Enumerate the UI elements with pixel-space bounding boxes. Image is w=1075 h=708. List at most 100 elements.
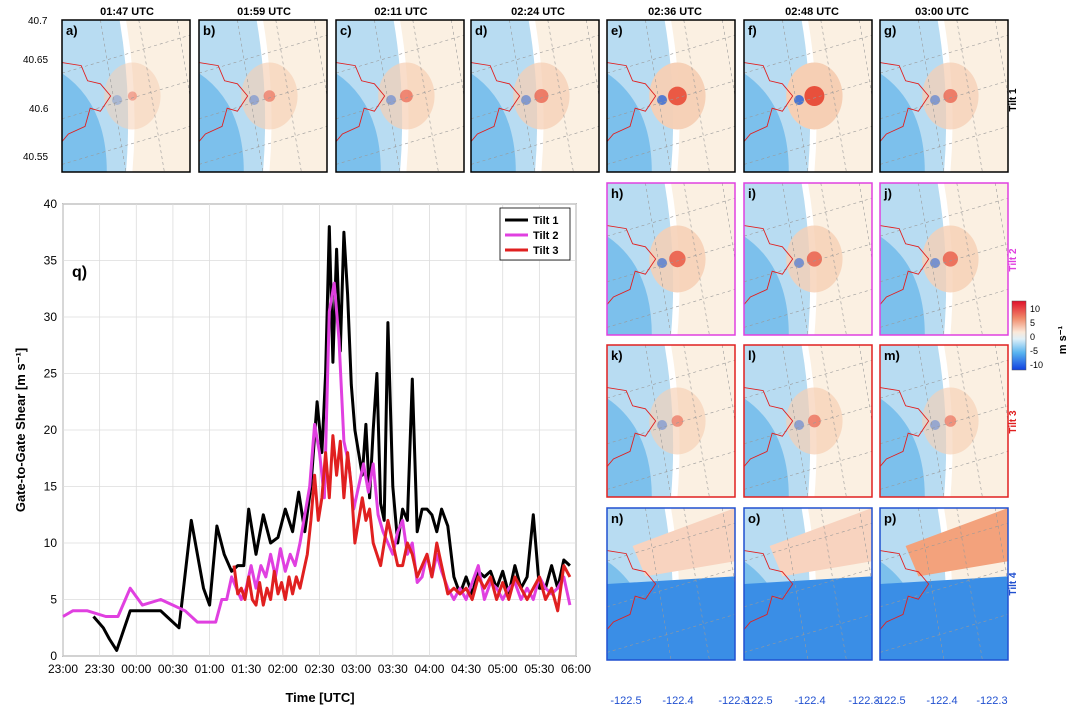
x-tick-label: 06:00 — [561, 662, 591, 676]
lon-tick: -122.5 — [741, 695, 772, 707]
radar-map-panel: n) — [606, 507, 736, 661]
panel-border — [879, 182, 1009, 336]
panel-border — [470, 19, 600, 173]
lat-tick: 40.7 — [28, 16, 48, 27]
y-tick-label: 25 — [44, 367, 58, 381]
x-tick-label: 23:00 — [48, 662, 78, 676]
x-tick-label: 04:30 — [451, 662, 481, 676]
radar-map-panel: f) — [743, 19, 873, 173]
panel-letter: n) — [611, 511, 623, 526]
shear-line-chart: 0 5 10 15 20 25 30 35 40 23:00 23:30 00:00 00:30 01:… — [13, 197, 591, 705]
panel-border — [606, 19, 736, 173]
legend-label: Tilt 2 — [533, 230, 558, 242]
tilt-2-label: Tilt 2 — [1008, 248, 1019, 272]
panel-letter: f) — [748, 23, 757, 38]
x-tick-label: 04:00 — [414, 662, 444, 676]
radar-map-panel: a) — [61, 19, 191, 173]
colorbar-tick: -10 — [1030, 360, 1043, 370]
panel-letter: a) — [66, 23, 78, 38]
lat-tick: 40.6 — [29, 104, 49, 115]
panel-border — [879, 344, 1009, 498]
tilt-4-label: Tilt 4 — [1008, 572, 1019, 596]
y-tick-label: 15 — [44, 480, 58, 494]
colorbar-tick: 5 — [1030, 318, 1035, 328]
lon-tick: -122.3 — [848, 695, 879, 707]
panel-border — [198, 19, 328, 173]
y-tick-label: 5 — [50, 593, 57, 607]
panel-letter: l) — [748, 348, 756, 363]
colorbar-label: m s⁻¹ — [1057, 325, 1069, 354]
lat-tick: 40.55 — [23, 152, 48, 163]
panel-border — [606, 182, 736, 336]
tilt-1-label: Tilt 1 — [1008, 88, 1019, 112]
radar-map-panels: a) b) c) d) e) f) g) h) i) j) k) l) m) n) o) p) — [61, 19, 1009, 661]
lon-tick: -122.4 — [926, 695, 957, 707]
x-tick-label: 02:30 — [304, 662, 334, 676]
panel-letter: d) — [475, 23, 487, 38]
radar-map-panel: b) — [198, 19, 328, 173]
panel-border — [606, 507, 736, 661]
x-tick-label: 03:30 — [378, 662, 408, 676]
colorbar-tick: -5 — [1030, 346, 1038, 356]
panel-letter: c) — [340, 23, 352, 38]
lon-tick: -122.4 — [662, 695, 693, 707]
x-tick-label: 00:30 — [158, 662, 188, 676]
lat-tick: 40.65 — [23, 55, 48, 66]
panel-border — [879, 507, 1009, 661]
lon-tick: -122.5 — [610, 695, 641, 707]
radar-map-panel: l) — [743, 344, 873, 498]
x-tick-label: 05:00 — [488, 662, 518, 676]
y-tick-label: 40 — [44, 197, 58, 211]
time-title: 01:47 UTC — [100, 6, 154, 18]
radar-map-panel: j) — [879, 182, 1009, 336]
radar-map-panel: h) — [606, 182, 736, 336]
x-tick-label: 05:30 — [524, 662, 554, 676]
panel-letter: h) — [611, 186, 623, 201]
y-axis-ticks: 0 5 10 15 20 25 30 35 40 — [44, 197, 58, 663]
chart-series — [62, 225, 572, 652]
panel-letter: m) — [884, 348, 900, 363]
x-axis-label: Time [UTC] — [285, 690, 354, 705]
panel-letter: b) — [203, 23, 215, 38]
radar-map-panel: i) — [743, 182, 873, 336]
radar-map-panel: g) — [879, 19, 1009, 173]
x-tick-label: 01:00 — [195, 662, 225, 676]
colorbar-gradient — [1011, 300, 1027, 371]
legend-label: Tilt 1 — [533, 215, 558, 227]
panel-letter: p) — [884, 511, 896, 526]
time-title: 03:00 UTC — [915, 6, 969, 18]
panel-border — [743, 507, 873, 661]
panel-border — [743, 344, 873, 498]
x-tick-label: 00:00 — [121, 662, 151, 676]
time-title: 01:59 UTC — [237, 6, 291, 18]
time-title: 02:24 UTC — [511, 6, 565, 18]
panel-border — [743, 19, 873, 173]
radar-map-panel: o) — [743, 507, 873, 661]
panel-letter: e) — [611, 23, 623, 38]
panel-border — [61, 19, 191, 173]
radar-map-panel: p) — [879, 507, 1009, 661]
x-tick-label: 01:30 — [231, 662, 261, 676]
radar-map-panel: k) — [606, 344, 736, 498]
x-tick-label: 03:00 — [341, 662, 371, 676]
lon-tick: -122.3 — [976, 695, 1007, 707]
panel-border — [743, 182, 873, 336]
series-line-tilt-3 — [232, 434, 572, 613]
panel-letter: g) — [884, 23, 896, 38]
lon-tick: -122.4 — [794, 695, 825, 707]
time-titles: 01:47 UTC 01:59 UTC 02:11 UTC 02:24 UTC … — [100, 6, 969, 18]
panel-letter: o) — [748, 511, 760, 526]
panel-border — [606, 344, 736, 498]
colorbar-tick: 0 — [1030, 332, 1035, 342]
y-tick-label: 30 — [44, 310, 58, 324]
legend-label: Tilt 3 — [533, 245, 558, 257]
lat-ticks: 40.7 40.65 40.6 40.55 — [23, 16, 49, 163]
radar-map-panel: e) — [606, 19, 736, 173]
x-tick-label: 23:30 — [85, 662, 115, 676]
x-tick-label: 02:00 — [268, 662, 298, 676]
y-tick-label: 20 — [44, 423, 58, 437]
chart-legend: Tilt 1 Tilt 2 Tilt 3 — [499, 207, 571, 261]
panel-border — [879, 19, 1009, 173]
y-tick-label: 0 — [50, 649, 57, 663]
